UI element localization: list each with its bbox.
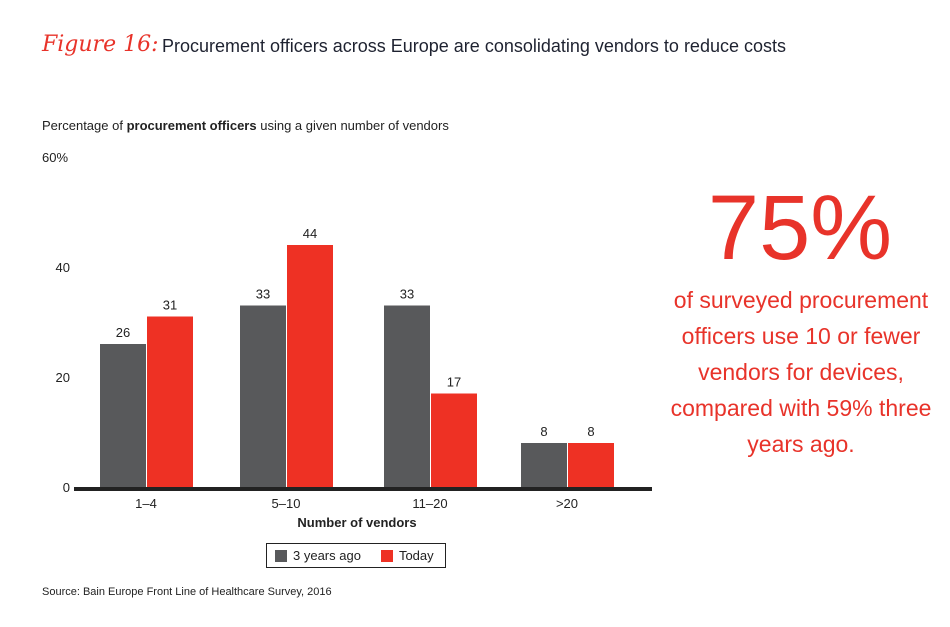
data-label: 33 <box>256 287 270 302</box>
callout-text: of surveyed procurement officers use 10 … <box>670 287 932 457</box>
x-tick-label: 1–4 <box>135 496 157 511</box>
legend: 3 years ago Today <box>266 543 446 568</box>
source-note: Source: Bain Europe Front Line of Health… <box>42 586 332 598</box>
x-axis-title: Number of vendors <box>297 515 416 530</box>
bar <box>240 305 286 487</box>
data-label: 44 <box>303 226 317 241</box>
bar <box>431 393 477 487</box>
data-label: 33 <box>400 287 414 302</box>
legend-label-today: Today <box>398 548 434 563</box>
callout-big-number: 75% <box>707 177 893 279</box>
subtitle-bold: procurement officers <box>126 118 257 133</box>
data-label: 31 <box>163 298 177 313</box>
bar <box>100 344 146 487</box>
bar <box>384 305 430 487</box>
x-tick-label: >20 <box>556 496 578 511</box>
chart-subtitle: Percentage of procurement officers using… <box>42 118 449 133</box>
x-tick-label: 5–10 <box>272 496 301 511</box>
legend-swatch-today <box>380 549 393 562</box>
figure-label: Figure 16: <box>42 32 159 57</box>
bar <box>147 316 193 487</box>
legend-label-3-years-ago: 3 years ago <box>293 548 361 563</box>
legend-swatch-3-years-ago <box>275 549 287 562</box>
data-label: 8 <box>587 424 594 439</box>
y-tick-label: 40 <box>56 260 70 275</box>
chart-title: Procurement officers across Europe are c… <box>162 36 786 56</box>
subtitle-post: using a given number of vendors <box>256 118 449 133</box>
bar <box>287 245 333 487</box>
x-axis-line <box>74 487 652 491</box>
subtitle-pre: Percentage of <box>42 118 127 133</box>
y-tick-label: 20 <box>56 370 70 385</box>
data-label: 17 <box>447 375 461 390</box>
bar <box>568 443 614 487</box>
bar <box>521 443 567 487</box>
y-tick-label: 0 <box>63 480 70 495</box>
x-tick-label: 11–20 <box>412 496 447 511</box>
data-label: 26 <box>116 325 130 340</box>
y-tick-60: 60% <box>42 150 69 165</box>
data-label: 8 <box>540 424 547 439</box>
